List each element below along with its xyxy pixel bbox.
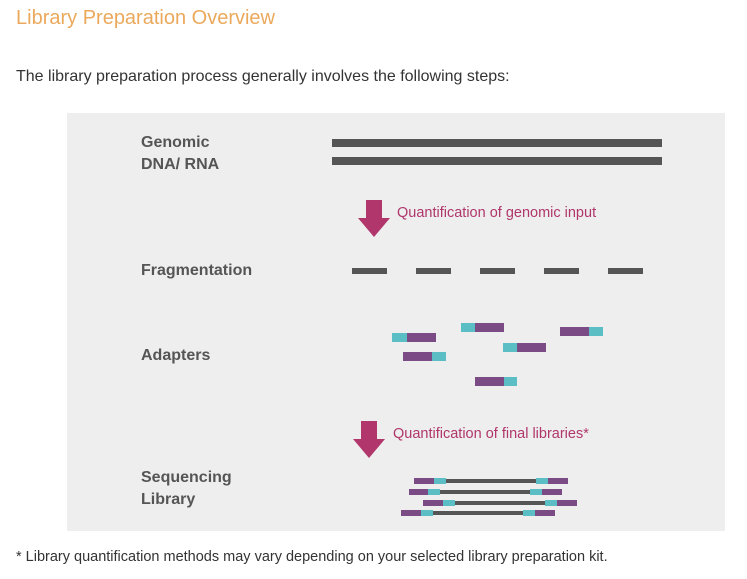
sequencing-library-label: Sequencing Library xyxy=(141,467,232,511)
dna-strand-bottom xyxy=(332,157,662,165)
fragment xyxy=(352,268,387,274)
quantification-final-libraries-text: Quantification of final libraries* xyxy=(393,426,589,442)
sequencing-label-line2: Library xyxy=(141,491,196,508)
fragment xyxy=(608,268,643,274)
page-title: Library Preparation Overview xyxy=(16,7,275,29)
fragmentation-label: Fragmentation xyxy=(141,262,253,279)
workflow-diagram xyxy=(67,113,725,531)
genomic-label-line2: DNA/ RNA xyxy=(141,156,220,173)
genomic-dna-rna-label: Genomic DNA/ RNA xyxy=(141,132,219,176)
fragment xyxy=(480,268,515,274)
fragment xyxy=(416,268,451,274)
footnote: * Library quantification methods may var… xyxy=(16,549,608,565)
adapters-label: Adapters xyxy=(141,347,211,364)
down-arrow-icon xyxy=(353,421,385,458)
sequencing-label-line1: Sequencing xyxy=(141,469,232,486)
quantification-genomic-input-text: Quantification of genomic input xyxy=(397,205,597,221)
intro-text: The library preparation process generall… xyxy=(16,68,510,85)
dna-strand-top xyxy=(332,139,662,147)
fragment xyxy=(544,268,579,274)
down-arrow-icon xyxy=(358,200,390,237)
genomic-label-line1: Genomic xyxy=(141,134,210,151)
